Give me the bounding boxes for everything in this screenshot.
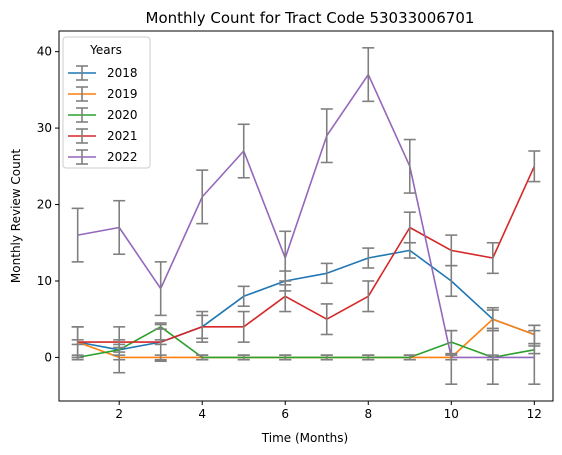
error-bar-2020-9 (403, 354, 416, 361)
x-tick-label: 8 (364, 407, 372, 421)
series-line-2019 (77, 318, 535, 359)
error-bar-2021-1 (71, 339, 84, 346)
error-bar-2020-5 (237, 354, 250, 361)
error-bar-2022-8 (362, 47, 375, 103)
error-bar-2022-2 (113, 199, 126, 256)
legend-label: 2018 (107, 66, 138, 80)
legend-label: 2022 (107, 150, 138, 164)
axis-ticks: 2 4 6 8 10 12 0 10 20 30 40 (37, 45, 542, 421)
error-bar-2022-1 (71, 207, 84, 263)
error-bar-2022-7 (320, 108, 333, 164)
series-line-2018 (77, 249, 535, 351)
legend: Years 2018 2019 2020 2021 2022 (62, 36, 151, 169)
error-bar-2018-7 (320, 262, 333, 285)
x-tick-label: 12 (527, 407, 542, 421)
error-bar-2021-5 (237, 310, 250, 343)
y-tick-label: 20 (37, 198, 52, 212)
error-bar-2021-12 (528, 150, 541, 183)
legend-entry-2021: 2021 (68, 128, 138, 144)
plot-area (71, 47, 541, 385)
chart-title: Monthly Count for Tract Code 53033006701 (146, 9, 475, 27)
y-tick-label: 40 (37, 45, 52, 59)
error-bar-2018-8 (362, 247, 375, 269)
error-bar-2020-1 (71, 354, 84, 361)
error-bar-2020-2 (113, 346, 126, 353)
legend-entry-2022: 2022 (68, 149, 138, 165)
series-line-2022 (77, 73, 535, 359)
x-tick-label: 4 (198, 407, 206, 421)
error-bar-2021-8 (362, 280, 375, 313)
legend-label: 2021 (107, 129, 138, 143)
error-bar-2018-5 (237, 285, 250, 308)
y-tick-label: 30 (37, 121, 52, 135)
series-line-2020 (77, 325, 535, 359)
error-bar-2021-11 (486, 241, 499, 275)
error-bar-2022-4 (196, 169, 209, 225)
error-bar-2021-10 (445, 234, 458, 267)
error-bar-2021-7 (320, 303, 333, 336)
legend-label: 2019 (107, 87, 138, 101)
error-bar-2021-4 (196, 314, 209, 340)
legend-entry-2019: 2019 (68, 86, 138, 102)
error-bar-2020-4 (196, 354, 209, 361)
error-bar-2022-12 (528, 329, 541, 385)
error-bar-2019-3 (154, 354, 167, 361)
x-axis-label: Time (Months) (261, 431, 348, 445)
x-tick-label: 2 (115, 407, 123, 421)
error-bar-2019-11 (486, 306, 499, 332)
legend-label: 2020 (107, 108, 138, 122)
error-bar-2022-6 (279, 230, 292, 286)
error-bar-2020-8 (362, 354, 375, 361)
y-tick-label: 0 (44, 350, 52, 364)
x-tick-label: 10 (444, 407, 459, 421)
error-bar-2022-11 (486, 329, 499, 385)
error-bar-2022-5 (237, 123, 250, 179)
y-axis-label: Monthly Review Count (9, 149, 23, 283)
error-bar-2022-9 (403, 138, 416, 194)
error-bar-2021-3 (154, 339, 167, 346)
error-bar-2022-3 (154, 261, 167, 317)
axes-frame (58, 30, 554, 402)
error-bar-2019-2 (113, 354, 126, 361)
error-bar-2020-6 (279, 354, 292, 361)
legend-entry-2020: 2020 (68, 107, 138, 123)
legend-entry-2018: 2018 (68, 65, 138, 81)
error-bar-2021-9 (403, 211, 416, 244)
x-tick-label: 6 (281, 407, 289, 421)
error-bar-2021-2 (113, 339, 126, 346)
legend-title: Years (89, 43, 122, 57)
error-bar-2020-3 (154, 323, 167, 330)
y-tick-label: 10 (37, 274, 52, 288)
series-line-2021 (77, 165, 536, 343)
error-bar-2022-10 (445, 329, 458, 385)
error-bar-2020-7 (320, 354, 333, 361)
error-bar-2018-10 (445, 264, 458, 298)
